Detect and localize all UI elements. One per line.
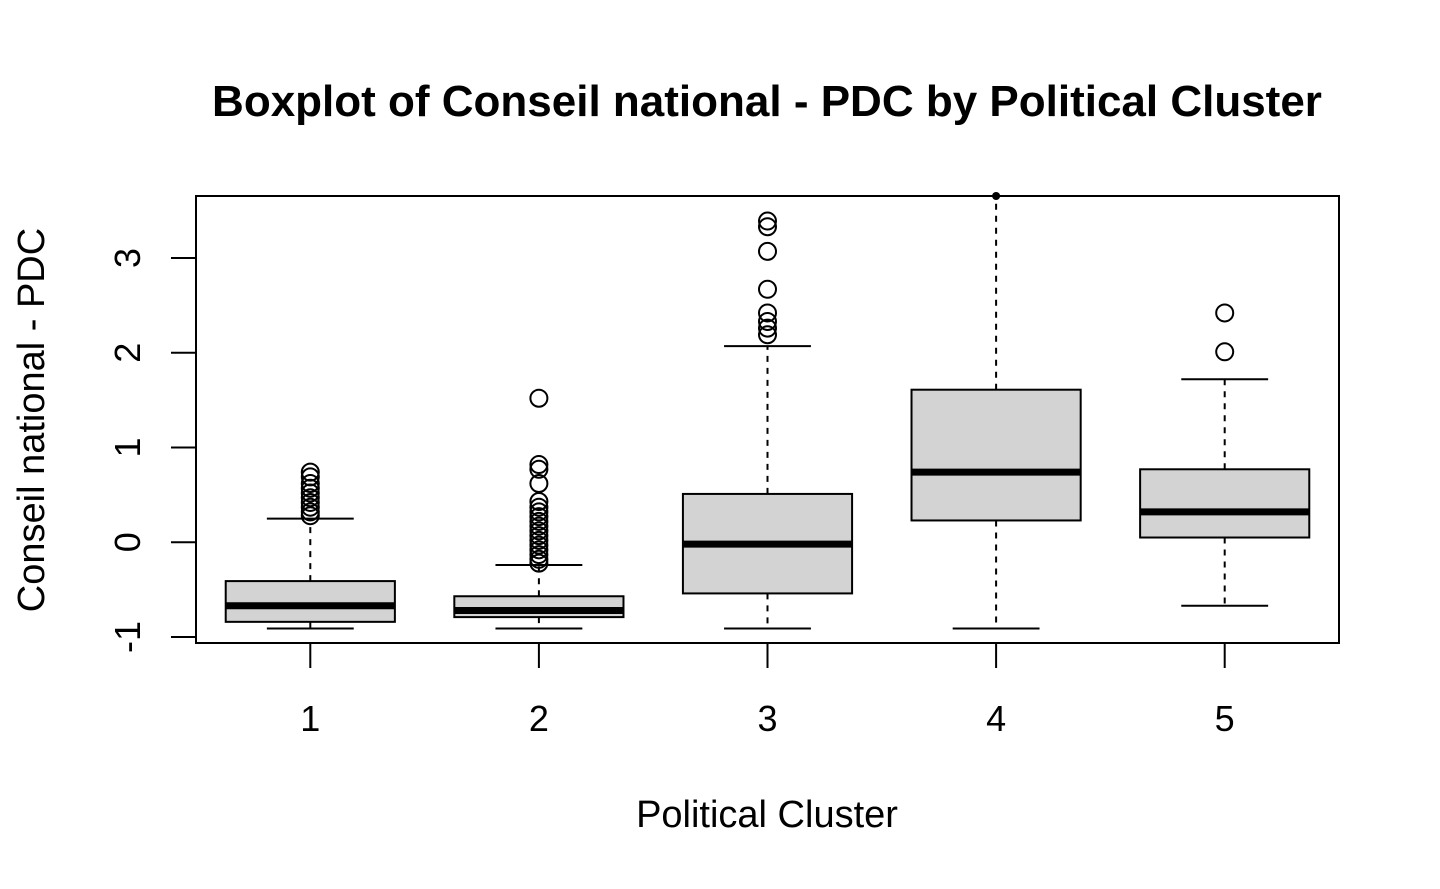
y-tick-label: -1 bbox=[107, 621, 148, 653]
outlier-point bbox=[529, 526, 549, 546]
outlier-point bbox=[529, 455, 549, 475]
box-group-1 bbox=[224, 462, 396, 630]
outlier-point bbox=[529, 502, 549, 522]
outlier-point bbox=[758, 217, 777, 237]
box-group-4 bbox=[910, 192, 1082, 630]
outlier-point bbox=[758, 311, 777, 331]
box-group-2 bbox=[453, 388, 625, 630]
plot-area bbox=[224, 192, 1311, 630]
y-tick-label: 3 bbox=[107, 248, 148, 268]
outlier-point bbox=[758, 318, 777, 338]
iqr-box bbox=[224, 580, 396, 623]
outlier-point bbox=[300, 497, 320, 517]
y-axis-label: Conseil national - PDC bbox=[11, 228, 53, 612]
iqr-box bbox=[1139, 468, 1311, 539]
y-tick-label: 0 bbox=[107, 532, 148, 552]
outlier-point bbox=[1215, 303, 1235, 323]
outlier-point bbox=[529, 388, 549, 408]
outlier-point bbox=[758, 211, 777, 231]
outlier-point bbox=[758, 241, 777, 261]
outlier-point bbox=[758, 325, 777, 345]
y-tick-label: 1 bbox=[107, 437, 148, 457]
x-tick-label: 4 bbox=[986, 698, 1006, 739]
outlier-point bbox=[300, 488, 320, 508]
outlier-point bbox=[529, 549, 549, 569]
outlier-point bbox=[529, 516, 549, 536]
outlier-point bbox=[300, 502, 320, 522]
x-axis-label: Political Cluster bbox=[636, 794, 898, 836]
outlier-point bbox=[529, 497, 549, 517]
box-group-3 bbox=[681, 211, 854, 630]
axes: 1 2 3 4 5 -1 0 1 2 3 bbox=[107, 248, 1235, 739]
box-group-5 bbox=[1139, 303, 1311, 607]
outlier-point bbox=[529, 521, 549, 541]
outlier-point bbox=[758, 279, 777, 299]
outlier-point bbox=[529, 474, 549, 494]
outlier-point bbox=[300, 474, 320, 494]
outlier-point bbox=[529, 545, 549, 565]
outlier-point bbox=[1215, 342, 1235, 362]
outlier-point bbox=[300, 462, 320, 482]
outlier-point bbox=[529, 511, 549, 531]
outlier-point bbox=[529, 530, 549, 550]
x-tick-label: 2 bbox=[529, 698, 549, 739]
outlier-point bbox=[529, 492, 549, 512]
x-tick-label: 5 bbox=[1215, 698, 1235, 739]
outlier-point bbox=[529, 459, 549, 479]
outlier-point bbox=[529, 507, 549, 527]
outlier-point bbox=[529, 540, 549, 560]
iqr-box bbox=[453, 595, 625, 619]
outlier-point bbox=[300, 492, 320, 512]
y-tick-label: 2 bbox=[107, 343, 148, 363]
x-tick-label: 3 bbox=[757, 698, 777, 739]
outlier-point bbox=[529, 535, 549, 555]
x-tick-label: 1 bbox=[300, 698, 320, 739]
iqr-box bbox=[910, 388, 1082, 522]
outlier-point bbox=[758, 303, 777, 323]
outlier-point bbox=[300, 467, 320, 487]
chart-title: Boxplot of Conseil national - PDC by Pol… bbox=[212, 77, 1322, 126]
